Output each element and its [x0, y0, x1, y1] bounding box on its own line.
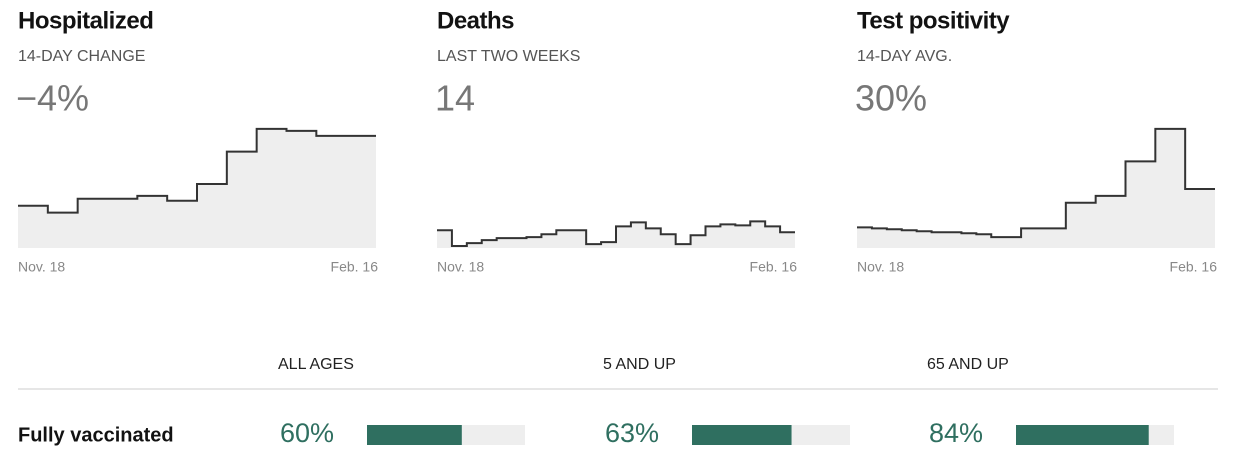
- bar: [1016, 425, 1149, 445]
- value-label: 60%: [280, 418, 334, 448]
- panel-subtitle: 14-DAY CHANGE: [18, 48, 145, 65]
- line: [18, 127, 376, 214]
- panel-subtitle: 14-DAY AVG.: [857, 48, 952, 65]
- group-header: ALL AGES: [278, 356, 354, 373]
- x-tick-label: Nov. 18: [18, 259, 65, 275]
- x-tick-label: Feb. 16: [1170, 259, 1218, 275]
- line: [857, 127, 1215, 239]
- bar: [367, 425, 462, 445]
- panel-stat: −4%: [16, 78, 89, 119]
- panel-stat: 14: [435, 78, 475, 119]
- line: [437, 220, 795, 248]
- area: [857, 128, 1215, 248]
- value-label: 84%: [929, 418, 983, 448]
- panel-title: Test positivity: [857, 7, 1010, 34]
- value-label: 63%: [605, 418, 659, 448]
- panel-subtitle: LAST TWO WEEKS: [437, 48, 580, 65]
- group-header: 5 AND UP: [603, 356, 676, 373]
- x-tick-label: Nov. 18: [437, 259, 484, 275]
- row-label: Fully vaccinated: [18, 424, 174, 446]
- panel-title: Hospitalized: [18, 7, 153, 34]
- group-header: 65 AND UP: [927, 356, 1009, 373]
- x-tick-label: Feb. 16: [750, 259, 798, 275]
- bar: [692, 425, 792, 445]
- panel-title: Deaths: [437, 7, 514, 34]
- x-tick-label: Nov. 18: [857, 259, 904, 275]
- panel-stat: 30%: [855, 78, 927, 119]
- x-tick-label: Feb. 16: [331, 259, 379, 275]
